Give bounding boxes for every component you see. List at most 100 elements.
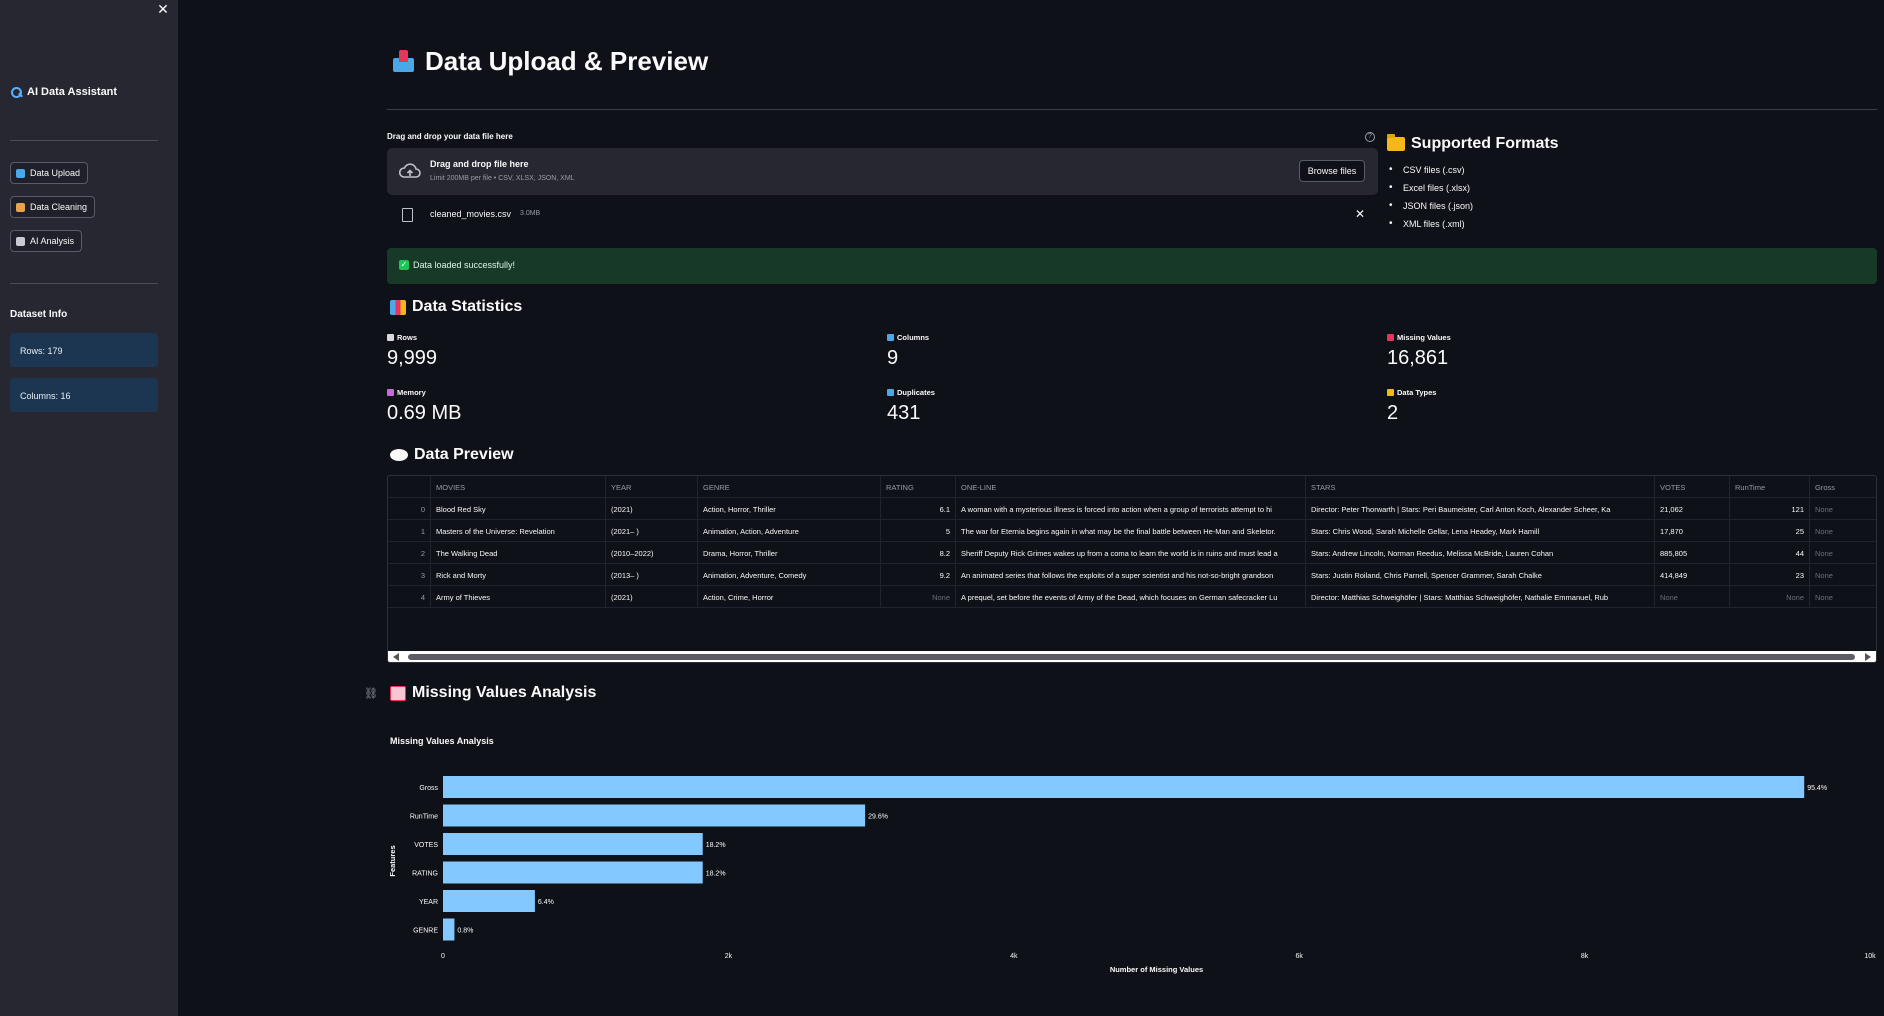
x-tick-label: 0 bbox=[441, 953, 445, 960]
table-cell[interactable]: 44 bbox=[1730, 542, 1810, 564]
column-header[interactable]: Gross bbox=[1810, 476, 1876, 498]
table-cell[interactable]: A prequel, set before the events of Army… bbox=[956, 586, 1306, 608]
bar bbox=[443, 833, 703, 855]
column-header[interactable]: ONE-LINE bbox=[956, 476, 1306, 498]
column-header[interactable]: STARS bbox=[1306, 476, 1655, 498]
bar-chart-icon bbox=[390, 299, 406, 315]
table-cell[interactable]: (2010–2022) bbox=[606, 542, 698, 564]
table-cell[interactable]: Action, Horror, Thriller bbox=[698, 498, 881, 520]
sidebar: ✕ AI Data Assistant Data Upload Data Cle… bbox=[0, 0, 178, 1016]
data-label: 29.6% bbox=[868, 814, 888, 821]
table-cell[interactable]: (2021– ) bbox=[606, 520, 698, 542]
data-preview-heading: Data Preview bbox=[390, 446, 514, 464]
nav-data-upload-button[interactable]: Data Upload bbox=[10, 162, 89, 184]
table-cell[interactable]: None bbox=[1655, 586, 1730, 608]
x-tick-label: 4k bbox=[1010, 953, 1018, 960]
table-cell[interactable]: None bbox=[1730, 586, 1810, 608]
page-title: Data Upload & Preview bbox=[392, 46, 708, 77]
x-tick-label: 8k bbox=[1581, 953, 1589, 960]
header-divider bbox=[387, 109, 1877, 110]
anchor-link-icon[interactable]: ⛓ bbox=[364, 688, 378, 700]
table-cell[interactable]: 6.1 bbox=[881, 498, 956, 520]
table-cell[interactable]: Army of Thieves bbox=[431, 586, 606, 608]
table-cell[interactable]: 121 bbox=[1730, 498, 1810, 520]
row-index: 2 bbox=[388, 542, 431, 564]
table-row[interactable]: 0 Blood Red Sky (2021) Action, Horror, Thri… bbox=[388, 498, 1876, 520]
table-cell[interactable]: Rick and Morty bbox=[431, 564, 606, 586]
table-cell[interactable]: None bbox=[1810, 586, 1876, 608]
table-cell[interactable]: 21,062 bbox=[1655, 498, 1730, 520]
column-header[interactable]: RunTime bbox=[1730, 476, 1810, 498]
table-cell[interactable]: Animation, Adventure, Comedy bbox=[698, 564, 881, 586]
table-cell[interactable]: 23 bbox=[1730, 564, 1810, 586]
metric-value: 431 bbox=[887, 402, 921, 424]
table-cell[interactable]: 885,805 bbox=[1655, 542, 1730, 564]
table-cell[interactable]: Masters of the Universe: Revelation bbox=[431, 520, 606, 542]
supported-formats-title: Supported Formats bbox=[1411, 135, 1559, 152]
browse-files-button[interactable]: Browse files bbox=[1299, 160, 1365, 182]
scroll-right-icon[interactable] bbox=[1865, 653, 1871, 661]
file-icon bbox=[402, 208, 413, 222]
table-cell[interactable]: A woman with a mysterious illness is for… bbox=[956, 498, 1306, 520]
nav-data-cleaning-button[interactable]: Data Cleaning bbox=[10, 196, 96, 218]
table-cell[interactable]: An animated series that follows the expl… bbox=[956, 564, 1306, 586]
table-cell[interactable]: Animation, Action, Adventure bbox=[698, 520, 881, 542]
table-cell[interactable]: Sheriff Deputy Rick Grimes wakes up from… bbox=[956, 542, 1306, 564]
metric-duplicates: Duplicates 431 bbox=[887, 388, 935, 425]
help-icon[interactable]: ? bbox=[1365, 132, 1375, 142]
table-row[interactable]: 1 Masters of the Universe: Revelation (202… bbox=[388, 520, 1876, 542]
table-cell[interactable]: Director: Matthias Schweighöfer | Stars:… bbox=[1306, 586, 1655, 608]
table-cell[interactable]: None bbox=[1810, 498, 1876, 520]
table-cell[interactable]: None bbox=[1810, 520, 1876, 542]
missing-values-heading: Missing Values Analysis bbox=[390, 684, 596, 702]
table-cell[interactable]: Action, Crime, Horror bbox=[698, 586, 881, 608]
column-header[interactable]: VOTES bbox=[1655, 476, 1730, 498]
remove-file-icon[interactable]: ✕ bbox=[1355, 207, 1366, 221]
table-cell[interactable]: 9.2 bbox=[881, 564, 956, 586]
table-cell[interactable]: (2021) bbox=[606, 586, 698, 608]
table-cell[interactable]: None bbox=[1810, 542, 1876, 564]
file-name: cleaned_movies.csv bbox=[430, 209, 512, 219]
table-cell[interactable]: None bbox=[881, 586, 956, 608]
data-preview-table[interactable]: MOVIES YEAR GENRE RATING ONE-LINE STARS … bbox=[387, 475, 1877, 663]
table-cell[interactable]: The Walking Dead bbox=[431, 542, 606, 564]
table-cell[interactable]: 414,849 bbox=[1655, 564, 1730, 586]
table-cell[interactable]: Director: Peter Thorwarth | Stars: Peri … bbox=[1306, 498, 1655, 520]
table-row[interactable]: 2 The Walking Dead (2010–2022) Drama, Horro… bbox=[388, 542, 1876, 564]
page-title-text: Data Upload & Preview bbox=[425, 46, 709, 76]
table-cell[interactable]: Stars: Chris Wood, Sarah Michelle Gellar… bbox=[1306, 520, 1655, 542]
table-cell[interactable]: 8.2 bbox=[881, 542, 956, 564]
table-cell[interactable]: None bbox=[1810, 564, 1876, 586]
close-sidebar-icon[interactable]: ✕ bbox=[157, 1, 169, 17]
column-header[interactable]: MOVIES bbox=[431, 476, 606, 498]
table-cell[interactable]: Stars: Justin Roiland, Chris Parnell, Sp… bbox=[1306, 564, 1655, 586]
missing-values-chart: Missing Values Analysis Gross 95.4% RunTim… bbox=[387, 728, 1884, 988]
dataset-info-title: Dataset Info bbox=[10, 309, 68, 320]
chart-svg: Gross 95.4% RunTime 29.6% VOTES 18.2% RATING 18… bbox=[388, 776, 1876, 974]
metric-value: 2 bbox=[1387, 402, 1399, 424]
table-cell[interactable]: 5 bbox=[881, 520, 956, 542]
column-header[interactable]: YEAR bbox=[606, 476, 698, 498]
table-cell[interactable]: Blood Red Sky bbox=[431, 498, 606, 520]
metric-value: 9,999 bbox=[387, 347, 438, 369]
horizontal-scrollbar[interactable] bbox=[388, 651, 1876, 662]
table-cell[interactable]: (2021) bbox=[606, 498, 698, 520]
table-row[interactable]: 3 Rick and Morty (2013– ) Animation, Advent… bbox=[388, 564, 1876, 586]
format-item: CSV files (.csv) bbox=[1387, 164, 1559, 183]
table-cell[interactable]: 17,870 bbox=[1655, 520, 1730, 542]
table-cell[interactable]: Stars: Andrew Lincoln, Norman Reedus, Me… bbox=[1306, 542, 1655, 564]
table-cell[interactable]: 25 bbox=[1730, 520, 1810, 542]
file-dropzone[interactable]: Drag and drop file here Limit 200MB per … bbox=[387, 148, 1378, 195]
scrollbar-thumb[interactable] bbox=[408, 654, 1855, 660]
nav-ai-analysis-button[interactable]: AI Analysis bbox=[10, 230, 83, 252]
table-row[interactable]: 4 Army of Thieves (2021) Action, Crime, Hor… bbox=[388, 586, 1876, 608]
column-header[interactable]: GENRE bbox=[698, 476, 881, 498]
table-cell[interactable]: (2013– ) bbox=[606, 564, 698, 586]
metric-value: 16,861 bbox=[1387, 347, 1449, 369]
table-cell[interactable]: Drama, Horror, Thriller bbox=[698, 542, 881, 564]
table-cell[interactable]: The war for Eternia begins again in what… bbox=[956, 520, 1306, 542]
chart-title: Missing Values Analysis bbox=[390, 736, 494, 746]
scroll-left-icon[interactable] bbox=[393, 653, 399, 661]
column-header[interactable]: RATING bbox=[881, 476, 956, 498]
nav-label: Data Cleaning bbox=[30, 202, 88, 212]
